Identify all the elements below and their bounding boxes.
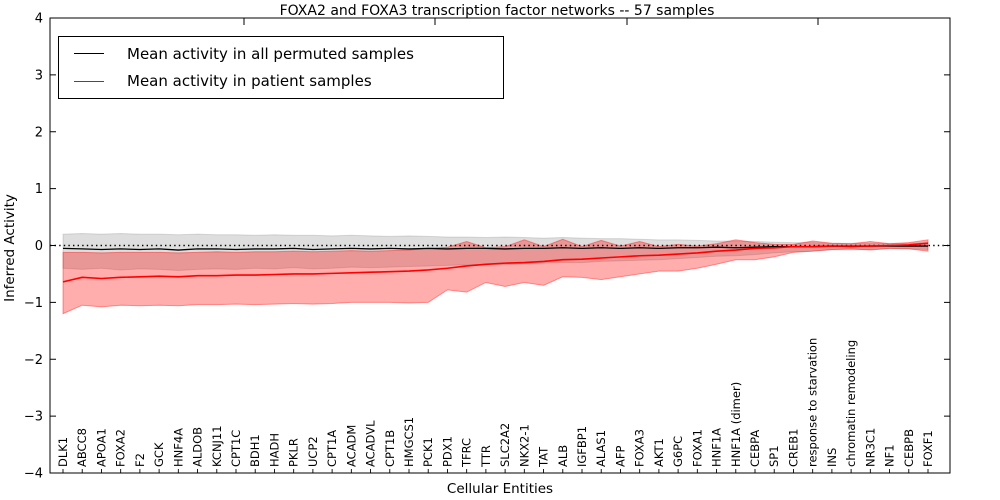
x-tick-label: HNF1A (dimer) [729,382,743,467]
x-tick-label: ALAS1 [594,430,608,467]
x-tick-label: SP1 [767,445,781,467]
x-tick-label: ALB [556,445,570,467]
x-tick-label: APOA1 [94,428,108,467]
x-tick-label: AFP [613,446,627,467]
x-tick-label: ABCC8 [75,428,89,467]
patient-mean-line [62,242,929,283]
x-axis-label: Cellular Entities [446,481,554,497]
x-tick-label: FOXA2 [114,429,128,467]
x-tick-label: AKT1 [652,438,666,467]
x-tick-label: ACADVL [364,420,378,467]
x-tick-label: PKLR [287,438,301,467]
y-tick-label: 1 [35,182,43,197]
y-tick-label: −4 [24,467,43,482]
x-tick-label: FOXA1 [690,429,704,467]
permuted-std-band [62,233,929,272]
x-tick-label: CPT1A [325,430,339,467]
x-tick-label: G6PC [671,436,685,467]
chart-title: FOXA2 and FOXA3 transcription factor net… [279,3,715,19]
x-tick-label: GCK [152,442,166,467]
x-tick-label: CREB1 [786,429,800,468]
x-tick-label: NR3C1 [863,428,877,467]
y-axis-label: Inferred Activity [2,194,18,302]
patient-std-band [62,238,929,315]
legend-label-permuted: Mean activity in all permuted samples [127,44,414,63]
x-tick-label: PDX1 [440,436,454,467]
x-tick-label: BDH1 [248,434,262,467]
legend-label-patient: Mean activity in patient samples [127,72,372,91]
x-tick-label: NKX2-1 [517,424,531,467]
x-tick-label: KCNJ11 [210,425,224,467]
y-tick-label: −3 [24,410,43,425]
x-tick-label: UCP2 [306,436,320,467]
x-tick-label: TTR [479,445,493,468]
legend-entry-patient: Mean activity in patient samples [59,68,503,94]
x-tick-label: HADH [267,433,281,467]
y-tick-label: 2 [35,125,43,140]
x-tick-label: DLK1 [56,437,70,467]
x-tick-label: HMGCS1 [402,417,416,467]
x-tick-label: NF1 [883,444,897,467]
x-tick-label: FOXF1 [921,430,935,467]
x-tick-label: TFRC [460,438,474,468]
x-tick-label: CPT1B [383,430,397,467]
legend-entry-permuted: Mean activity in all permuted samples [59,41,503,67]
x-tick-label: CEBPB [902,429,916,467]
y-tick-label: −2 [24,353,43,368]
red-line-swatch [74,80,104,82]
x-tick-label: SLC2A2 [498,423,512,467]
y-tick-label: 4 [35,12,43,27]
x-tick-label: chromatin remodeling [844,340,858,467]
x-tick-label: CEBPA [748,430,762,467]
x-tick-label: CPT1C [229,430,243,467]
y-tick-label: 3 [35,68,43,83]
x-tick-label: ALDOB [191,427,205,467]
x-tick-label: HNF4A [171,428,185,467]
x-tick-label: INS [825,448,839,467]
y-tick-label: 0 [35,239,43,254]
y-tick-label: −1 [24,296,43,311]
black-line-swatch [74,53,104,55]
x-tick-label: PCK1 [421,437,435,467]
x-tick-label: IGFBP1 [575,426,589,467]
x-tick-label: F2 [133,453,147,467]
x-tick-label: TAT [537,446,551,468]
x-tick-label: response to starvation [806,338,820,467]
x-tick-label: FOXA3 [633,429,647,467]
x-tick-label: HNF1A [710,428,724,467]
x-tick-label: ACADM [344,425,358,467]
legend: Mean activity in all permuted samples Me… [58,36,504,99]
